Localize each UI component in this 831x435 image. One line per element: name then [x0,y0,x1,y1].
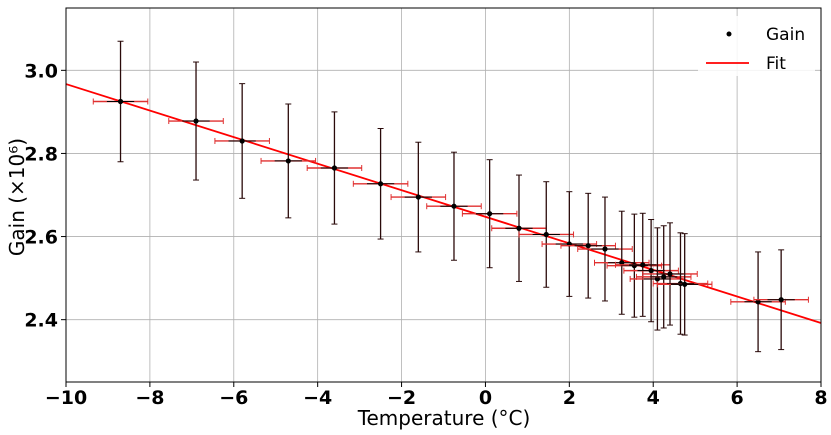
data-point [629,227,686,331]
data-marker [778,297,784,303]
data-marker [285,158,291,164]
data-marker [331,165,338,171]
data-marker [682,281,688,287]
y-tick-label: 2.8 [24,143,58,165]
y-tick-label: 3.0 [24,60,58,82]
data-marker [755,299,761,305]
y-tick-label: 2.4 [24,310,58,332]
data-point [753,249,809,351]
grid-lines [65,8,822,382]
x-tick-label: −2 [387,387,416,409]
data-marker [415,194,421,200]
fit-line [65,83,822,324]
data-marker [602,246,608,252]
x-tick-label: −4 [303,387,332,409]
data-marker [661,274,667,280]
data-point [642,222,698,326]
y-axis-label: Gain (×10⁶) [5,138,29,256]
data-point [656,233,713,336]
data-marker [640,262,646,268]
x-axis-label: Temperature (°C) [357,406,531,430]
x-tick-label: −6 [219,387,248,409]
x-tick-label: 4 [647,387,660,409]
plot-frame [65,7,822,383]
data-point [168,61,224,181]
data-point [623,219,679,323]
legend: Gain Fit [698,16,815,76]
legend-gain-marker [726,31,732,37]
data-marker [193,118,199,124]
data-marker [377,181,384,187]
data-marker [667,271,673,277]
data-marker [648,268,654,274]
y-tick-label: 2.6 [24,227,58,249]
data-point [491,174,547,282]
data-point [577,196,633,302]
data-point [92,40,149,163]
data-point [518,181,575,288]
data-point [390,141,447,253]
x-tick-label: −10 [45,387,87,409]
data-marker [619,260,625,266]
data-marker [117,98,124,105]
x-tick-label: 8 [814,387,827,409]
data-points-group [92,40,809,353]
data-point [352,128,409,240]
data-point [260,103,317,219]
data-marker [543,231,549,238]
legend-fit-label: Fit [766,54,786,74]
axis-ticks: −10 −8 −6 −4 −2 0 2 4 6 8 2.4 2.6 2.8 3.0 [24,60,827,409]
data-marker [516,225,522,231]
data-point [635,225,692,329]
data-point [560,192,616,299]
data-point [594,210,650,315]
data-point [214,83,270,199]
data-point [461,159,518,269]
data-marker [451,203,457,209]
data-point [614,212,671,317]
legend-box [698,16,815,76]
x-tick-label: 0 [479,387,492,409]
data-marker [239,138,245,144]
data-marker [585,243,591,249]
data-point [730,251,786,353]
fit-line-group [65,83,822,324]
x-tick-label: 2 [563,387,576,409]
x-tick-label: 6 [730,387,743,409]
data-marker [654,276,661,282]
data-marker [487,211,493,217]
data-point [426,151,482,261]
x-tick-label: −8 [135,387,164,409]
data-point [652,232,709,335]
data-point [306,111,363,225]
legend-gain-label: Gain [766,25,805,45]
data-marker [631,263,637,269]
